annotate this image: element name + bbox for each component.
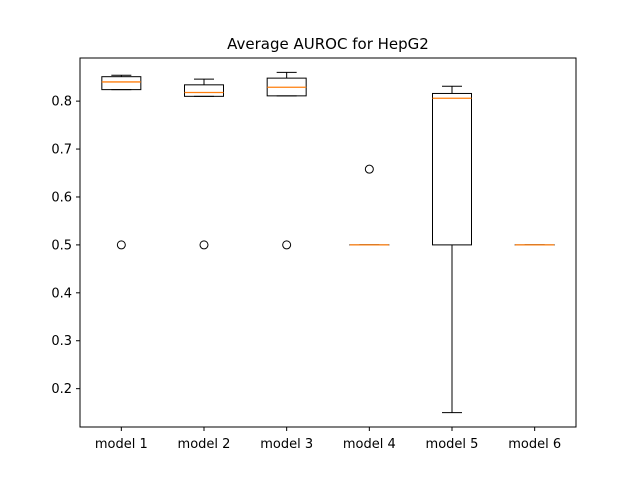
box-outlier [116,240,126,250]
y-tick-label: 0.7 [51,143,72,158]
x-tick-label: model 4 [343,437,396,452]
plot-area: 0.2 0.3 0.4 0.5 0.6 0.7 0.8 model 1 model 2 model… [51,57,577,452]
x-tick-label: model 5 [426,437,479,452]
box-outlier [199,240,209,250]
y-tick-label: 0.4 [51,286,72,301]
chart-title: Average AUROC for HepG2 [227,35,429,53]
y-tick-label: 0.6 [51,190,72,205]
x-tick-label: model 1 [95,437,148,452]
box-body [184,84,224,97]
box-body [432,92,472,246]
axes-frame [79,57,577,428]
box-outlier [282,240,292,250]
x-tick-label: model 3 [260,437,313,452]
x-tick-label: model 6 [508,437,561,452]
box-outlier [364,164,374,174]
y-tick-label: 0.3 [51,334,72,349]
y-tick-label: 0.8 [51,95,72,110]
box-body [101,76,142,91]
y-tick-label: 0.2 [51,382,72,397]
x-tick-label: model 2 [178,437,231,452]
y-tick-label: 0.5 [51,238,72,253]
